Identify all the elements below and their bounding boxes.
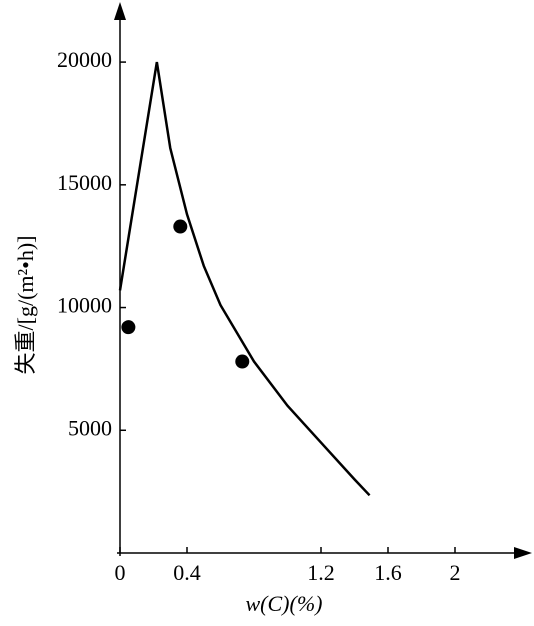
x-tick-label: 0: [115, 560, 126, 585]
y-axis-arrow: [114, 2, 126, 20]
x-tick-label: 2: [450, 560, 461, 585]
data-point: [173, 219, 188, 234]
x-axis-label: w(C)(%): [246, 591, 323, 616]
x-tick-label: 0.4: [173, 560, 201, 585]
y-tick-label: 10000: [57, 293, 112, 318]
y-axis-label: 失重/[g/(m²•h)]: [13, 236, 38, 375]
data-point: [235, 354, 250, 369]
curve: [118, 61, 371, 497]
y-tick-label: 5000: [68, 415, 112, 440]
y-tick-label: 20000: [57, 47, 112, 72]
x-tick-label: 1.2: [307, 560, 335, 585]
y-tick-label: 15000: [57, 170, 112, 195]
x-tick-label: 1.6: [374, 560, 402, 585]
data-point: [121, 320, 136, 335]
x-axis-arrow: [514, 547, 532, 559]
